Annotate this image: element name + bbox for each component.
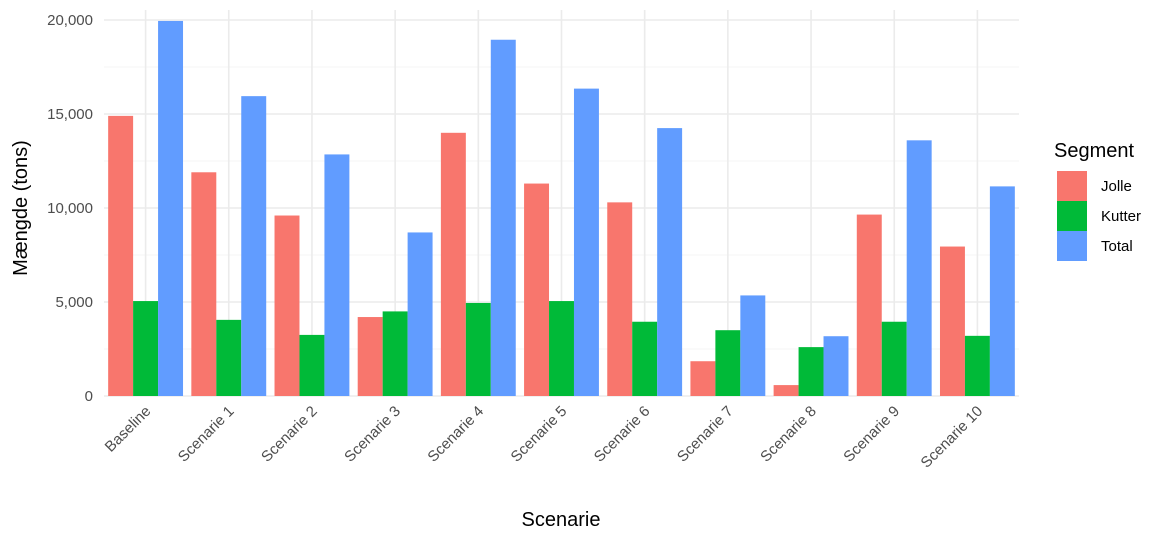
bar-jolle-11 <box>939 246 965 396</box>
y-axis-ticks: 0 5,000 10,000 15,000 20,000 <box>47 12 93 405</box>
x-tick-label: Scenarie 3 <box>341 403 404 466</box>
bar-total-3 <box>324 154 350 396</box>
bar-kutter-10 <box>881 321 907 396</box>
bar-kutter-2 <box>216 319 242 396</box>
legend-label-jolle: Jolle <box>1101 178 1132 195</box>
y-axis-title: Mængde (tons) <box>10 140 32 276</box>
legend: Segment Jolle Kutter Total <box>1054 140 1141 261</box>
x-axis-title: Scenarie <box>522 509 601 531</box>
legend-label-total: Total <box>1101 238 1133 255</box>
x-tick-label: Scenarie 6 <box>591 403 654 466</box>
legend-key-jolle <box>1057 171 1087 201</box>
x-axis-ticks: Baseline Scenarie 1 Scenarie 2 Scenarie 3 Sc… <box>102 403 987 472</box>
y-tick-label: 5,000 <box>55 294 93 311</box>
bar-kutter-7 <box>632 321 658 396</box>
bar-jolle-7 <box>607 202 633 396</box>
bar-total-4 <box>407 232 433 396</box>
bar-kutter-9 <box>798 347 824 396</box>
bar-kutter-11 <box>964 335 990 396</box>
legend-key-total <box>1057 231 1087 261</box>
x-tick-label: Scenarie 8 <box>757 403 820 466</box>
y-tick-label: 0 <box>85 388 93 405</box>
bar-total-11 <box>989 186 1015 396</box>
bar-kutter-1 <box>133 301 159 396</box>
legend-label-kutter: Kutter <box>1101 208 1141 225</box>
bar-kutter-5 <box>465 302 491 396</box>
bar-jolle-10 <box>856 214 882 396</box>
bars <box>108 20 1015 397</box>
y-tick-label: 15,000 <box>47 106 93 123</box>
bar-total-9 <box>823 336 849 396</box>
bar-total-10 <box>906 140 932 396</box>
x-tick-label: Scenarie 10 <box>918 403 987 472</box>
bar-total-2 <box>241 96 267 396</box>
y-tick-label: 20,000 <box>47 12 93 29</box>
bar-total-7 <box>657 128 683 396</box>
bar-kutter-3 <box>299 334 325 396</box>
legend-key-kutter <box>1057 201 1087 231</box>
bar-total-1 <box>158 20 184 396</box>
x-tick-label: Baseline <box>102 403 155 456</box>
x-tick-label: Scenarie 2 <box>258 403 321 466</box>
bar-jolle-1 <box>108 115 134 396</box>
x-tick-label: Scenarie 4 <box>424 403 487 466</box>
legend-title: Segment <box>1054 140 1134 162</box>
bar-jolle-4 <box>357 317 383 396</box>
y-tick-label: 10,000 <box>47 200 93 217</box>
bar-jolle-2 <box>191 172 217 396</box>
bar-kutter-4 <box>382 311 408 396</box>
bar-jolle-3 <box>274 215 300 396</box>
bar-jolle-6 <box>524 183 550 396</box>
bar-total-8 <box>740 295 766 396</box>
x-tick-label: Scenarie 1 <box>175 403 238 466</box>
bar-total-5 <box>490 39 516 397</box>
bar-kutter-6 <box>549 301 574 396</box>
x-tick-label: Scenarie 7 <box>674 403 737 466</box>
x-tick-label: Scenarie 9 <box>840 403 903 466</box>
bar-total-6 <box>573 88 599 397</box>
bar-jolle-9 <box>773 385 799 396</box>
bar-jolle-5 <box>440 132 466 397</box>
bar-kutter-8 <box>715 330 741 396</box>
bar-jolle-8 <box>690 361 716 396</box>
x-tick-label: Scenarie 5 <box>508 403 571 466</box>
